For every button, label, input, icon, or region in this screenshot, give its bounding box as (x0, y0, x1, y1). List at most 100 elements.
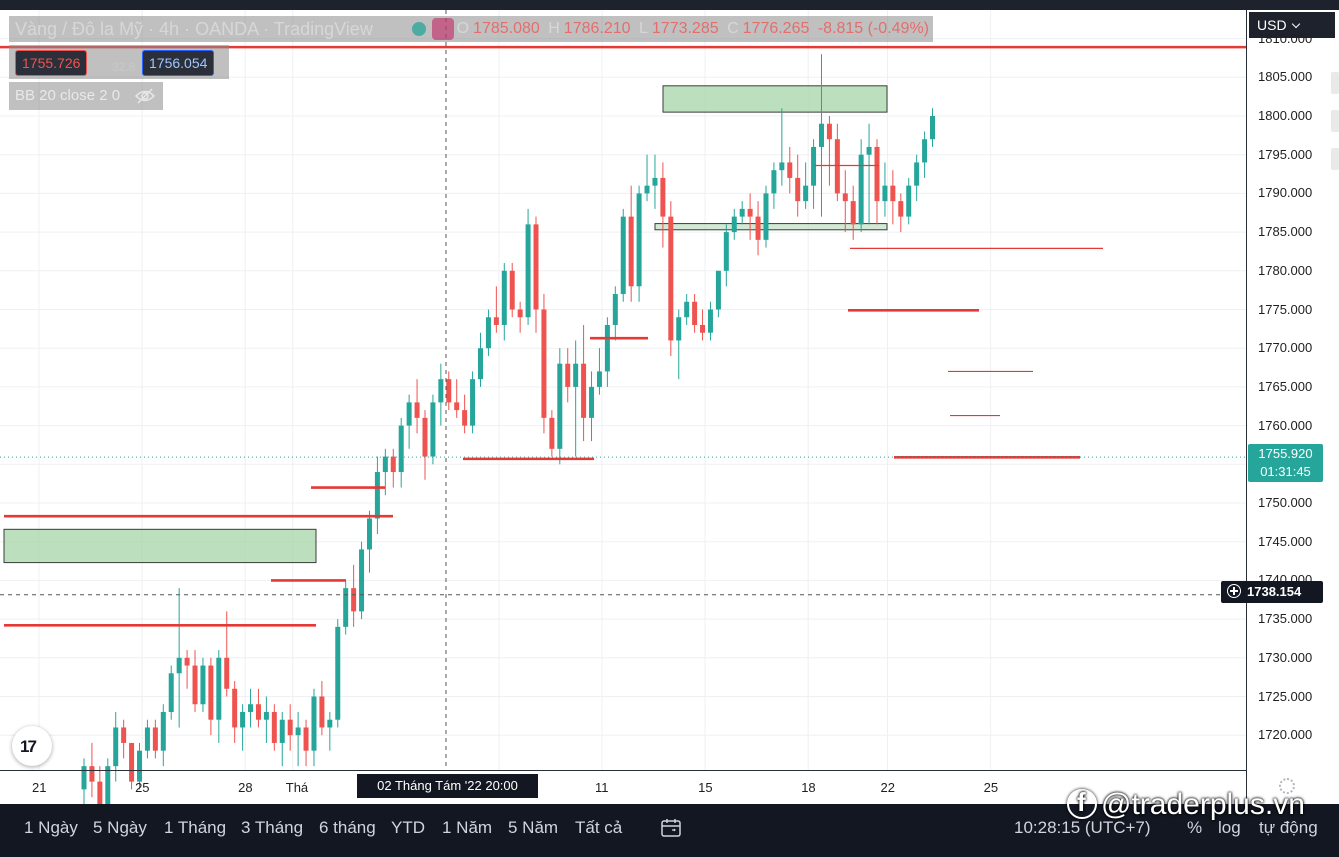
ohlc-open: 1785.080 (473, 20, 540, 37)
range-5d[interactable]: 5 Ngày (93, 818, 147, 837)
candle-down (152, 727, 158, 751)
candle-down (303, 727, 309, 751)
bar-countdown: 01:31:45 (1260, 464, 1311, 479)
candle-down (517, 309, 523, 318)
candle-up (430, 402, 436, 457)
candle-up (176, 657, 182, 674)
candle-down (700, 324, 706, 333)
indicator-legend[interactable]: BB 20 close 2 0 (9, 82, 163, 110)
candle-down (755, 216, 761, 240)
candle-down (890, 185, 896, 202)
candle-up (676, 317, 682, 341)
range-6m[interactable]: 6 tháng (319, 818, 376, 837)
log-toggle[interactable]: log (1218, 818, 1241, 837)
candle-up (382, 456, 388, 473)
candle-down (533, 224, 539, 310)
candle-down (581, 363, 587, 418)
time-tick-label: 11 (595, 780, 609, 795)
date-range-icon[interactable] (660, 817, 682, 839)
time-tick-label: 28 (238, 780, 253, 795)
candle-up (922, 139, 928, 163)
candle-up (470, 379, 476, 426)
candle-down (454, 402, 460, 411)
ohlc-close: 1776.265 (742, 20, 810, 37)
time-tick-label: 22 (880, 780, 895, 795)
range-5y[interactable]: 5 Năm (508, 818, 559, 837)
crosshair-price-tag[interactable]: 1738.154 (1221, 581, 1323, 603)
tradingview-logo[interactable]: 17 (12, 726, 52, 766)
candle-down (319, 696, 325, 728)
crosshair-price-value: 1738.154 (1247, 584, 1302, 599)
currency-selector[interactable]: USD (1249, 12, 1335, 38)
candle-up (596, 371, 602, 387)
candle-down (271, 711, 277, 743)
candle-down (232, 688, 238, 728)
range-ytd[interactable]: YTD (391, 818, 425, 837)
candle-down (898, 201, 904, 217)
candle-up (803, 185, 809, 202)
symbol-legend[interactable]: Vàng / Đô la Mỹ · 4h · OANDA · TradingVi… (9, 16, 933, 42)
crosshair-time-tag: 02 Tháng Tám '22 20:00 (357, 774, 538, 798)
candle-up (248, 704, 254, 712)
candle-down (224, 657, 230, 689)
percent-toggle[interactable]: % (1187, 818, 1203, 837)
candle-down (446, 379, 452, 403)
candle-down (121, 727, 127, 743)
price-tick-label: 1780.000 (1258, 262, 1313, 278)
supply-demand-zone (662, 85, 888, 113)
range-3m[interactable]: 3 Tháng (241, 818, 304, 837)
time-tick-label: Thá (285, 780, 309, 795)
candle-up (612, 294, 618, 325)
candle-up (589, 386, 595, 418)
candle-up (779, 162, 785, 171)
range-1d[interactable]: 1 Ngày (24, 818, 78, 837)
buy-button[interactable]: 1756.054 (142, 50, 215, 76)
candle-up (731, 216, 737, 233)
auto-toggle[interactable]: tự động (1259, 818, 1318, 837)
last-price-value: 1755.920 (1258, 446, 1313, 461)
candle-up (914, 162, 920, 186)
eye-hidden-icon[interactable] (135, 87, 155, 105)
top-strip (0, 0, 1339, 10)
right-toolbar-button[interactable] (1331, 110, 1339, 132)
price-tick-label: 1725.000 (1258, 688, 1313, 704)
range-all[interactable]: Tất cả (575, 818, 623, 837)
candle-up (81, 766, 87, 790)
candle-up (644, 185, 650, 194)
gear-icon[interactable] (1279, 778, 1295, 794)
plus-circle-icon[interactable] (1227, 584, 1241, 598)
supply-demand-zone (654, 223, 888, 231)
candle-down (414, 402, 420, 418)
candle-down (692, 301, 698, 325)
candle-up (438, 379, 444, 403)
candle-up (557, 363, 563, 449)
price-tick-label: 1770.000 (1258, 340, 1313, 356)
right-toolbar-button[interactable] (1331, 72, 1339, 94)
price-tick-label: 1810.000 (1258, 30, 1313, 46)
candle-down (787, 162, 793, 178)
right-toolbar-button[interactable] (1331, 148, 1339, 170)
candle-up (374, 472, 380, 519)
candle-up (343, 588, 349, 627)
supply-demand-zone (3, 528, 317, 564)
candle-up (113, 727, 119, 767)
clock[interactable]: 10:28:15 (UTC+7) (1014, 818, 1151, 837)
price-tick-label: 1735.000 (1258, 611, 1313, 627)
market-status-icon[interactable] (412, 22, 426, 36)
data-flag-icon[interactable] (432, 18, 454, 40)
candle-up (160, 711, 166, 751)
candle-up (573, 363, 579, 387)
candle-up (739, 208, 745, 217)
candle-down (541, 309, 547, 418)
candle-down (129, 742, 135, 782)
candle-up (525, 224, 531, 318)
range-1y[interactable]: 1 Năm (442, 818, 493, 837)
candle-up (715, 270, 721, 310)
ohlc-low: 1773.285 (651, 20, 719, 37)
candle-down (493, 317, 499, 325)
ohlc-change: -8.815 (-0.49%) (817, 20, 929, 37)
sell-button[interactable]: 1755.726 (15, 50, 88, 76)
candle-up (858, 154, 864, 225)
range-1m[interactable]: 1 Tháng (164, 818, 227, 837)
